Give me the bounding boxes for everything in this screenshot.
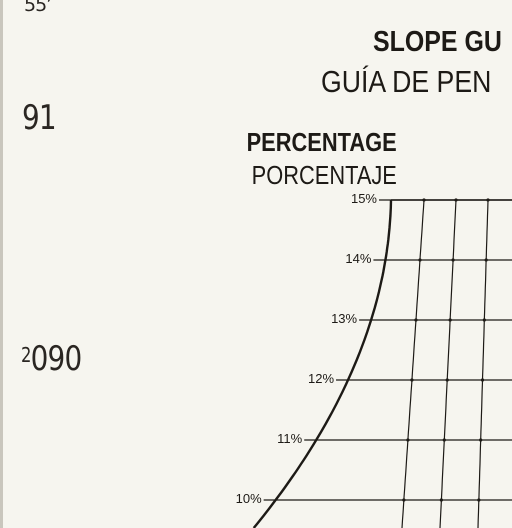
- grid-node: [422, 198, 426, 202]
- grid-node: [454, 198, 458, 202]
- grid-node: [442, 438, 446, 442]
- margin-mark-lower-sup: 2: [21, 343, 31, 367]
- grid-node: [486, 198, 490, 202]
- grid-node: [414, 318, 418, 322]
- tick-label-13pct: 13%: [331, 311, 358, 326]
- tick-label-14pct: 14%: [345, 251, 372, 266]
- tick-label-11pct: 11%: [277, 431, 303, 446]
- margin-mark-lower-main: 090: [30, 339, 83, 379]
- grid-node: [402, 498, 406, 502]
- grid-node: [451, 258, 455, 262]
- grid-vertical-2: [439, 199, 457, 528]
- page-edge: [0, 0, 3, 528]
- tick-label-12pct: 12%: [308, 371, 335, 386]
- grid-vertical-1: [401, 199, 425, 528]
- title-spanish: GUÍA DE PEN: [321, 64, 492, 99]
- margin-mark-middle: 91: [22, 98, 57, 138]
- title-english: SLOPE GU: [373, 26, 502, 58]
- grid-node: [479, 438, 483, 442]
- margin-mark-top: 55’: [24, 0, 52, 16]
- grid-left-boundary: [252, 199, 393, 528]
- axis-heading-english: PERCENTAGE: [246, 127, 397, 157]
- grid-node: [439, 498, 443, 502]
- grid-node: [410, 378, 414, 382]
- grid-node: [484, 258, 488, 262]
- grid-node: [418, 258, 422, 262]
- tick-label-15pct: 15%: [350, 191, 377, 206]
- grid-vertical-3: [477, 199, 489, 528]
- grid-node: [406, 438, 410, 442]
- axis-heading-spanish: PORCENTAJE: [251, 160, 397, 190]
- grid-node: [482, 318, 486, 322]
- grid-node: [477, 498, 481, 502]
- grid-node: [480, 378, 485, 382]
- margin-mark-lower: 2090: [21, 339, 83, 379]
- tick-label-10pct: 10%: [235, 491, 262, 506]
- grid-node: [445, 378, 449, 382]
- grid-node: [448, 318, 452, 322]
